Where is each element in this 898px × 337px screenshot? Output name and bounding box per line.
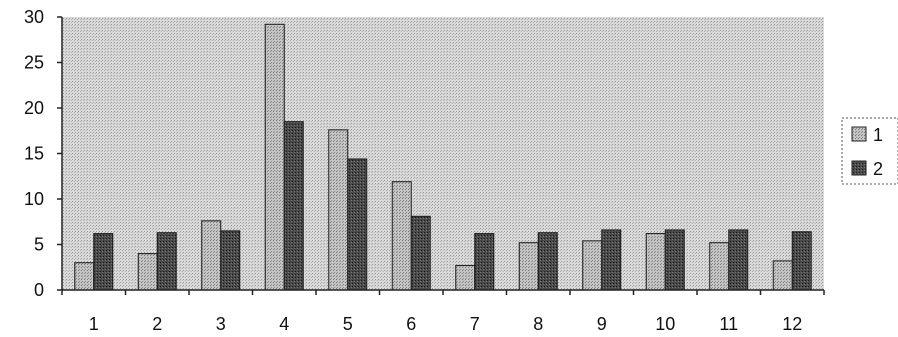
x-tick-label: 5 [343, 314, 353, 334]
legend-swatch-series-1 [851, 126, 867, 142]
bar-series-2-category-12 [791, 231, 812, 291]
bar-series-2-category-5 [347, 158, 368, 291]
x-tick-label: 8 [533, 314, 543, 334]
y-tick-label: 15 [24, 144, 44, 164]
bar-series-1-category-12 [772, 260, 793, 291]
x-axis-ticks: 1 2 3 4 5 6 7 8 9 10 11 12 [61, 290, 825, 334]
x-tick-label: 10 [655, 314, 675, 334]
bar-series-2-category-9 [601, 229, 622, 291]
x-tick-label: 1 [89, 314, 99, 334]
bar-series-2-category-6 [410, 215, 431, 291]
bar-series-1-category-4 [264, 23, 285, 291]
bar-series-2-category-7 [474, 233, 495, 291]
x-tick-label: 4 [279, 314, 289, 334]
x-tick-label: 11 [719, 314, 738, 334]
bar-series-1-category-7 [455, 264, 476, 291]
x-tick-label: 9 [597, 314, 607, 334]
x-tick-label: 7 [470, 314, 480, 334]
bar-series-1-category-10 [645, 233, 666, 291]
bar-series-1-category-2 [137, 253, 158, 291]
legend-label-series-2: 2 [873, 159, 883, 179]
y-tick-label: 25 [24, 53, 44, 73]
bar-series-1-category-5 [328, 129, 349, 291]
x-tick-label: 6 [406, 314, 416, 334]
legend: 1 2 [841, 117, 898, 185]
bar-series-2-category-4 [283, 121, 304, 291]
bar-series-1-category-3 [201, 220, 222, 291]
y-tick-label: 0 [34, 280, 44, 300]
y-axis-ticks: 0 5 10 15 20 25 30 [24, 7, 62, 300]
bar-series-1-category-6 [391, 181, 412, 291]
bars-group [74, 23, 812, 291]
legend-label-series-1: 1 [873, 125, 883, 145]
bar-series-2-category-11 [728, 229, 749, 291]
legend-box [841, 117, 898, 185]
bar-series-2-category-3 [220, 230, 241, 291]
bar-series-2-category-8 [537, 232, 558, 291]
plot-area [62, 17, 824, 290]
bar-series-1-category-8 [518, 242, 539, 291]
y-tick-label: 10 [24, 189, 44, 209]
y-tick-label: 30 [24, 7, 44, 27]
bar-series-1-category-11 [709, 242, 730, 291]
bar-series-2-category-2 [156, 232, 177, 291]
x-tick-label: 3 [216, 314, 226, 334]
legend-swatch-series-2 [851, 160, 867, 176]
bar-series-2-category-10 [664, 229, 685, 291]
bar-series-1-category-9 [582, 240, 603, 291]
y-tick-label: 20 [24, 98, 44, 118]
x-tick-label: 12 [782, 314, 802, 334]
bar-series-1-category-1 [74, 262, 95, 291]
y-tick-label: 5 [34, 235, 44, 255]
bar-series-2-category-1 [93, 233, 114, 291]
x-tick-label: 2 [152, 314, 162, 334]
